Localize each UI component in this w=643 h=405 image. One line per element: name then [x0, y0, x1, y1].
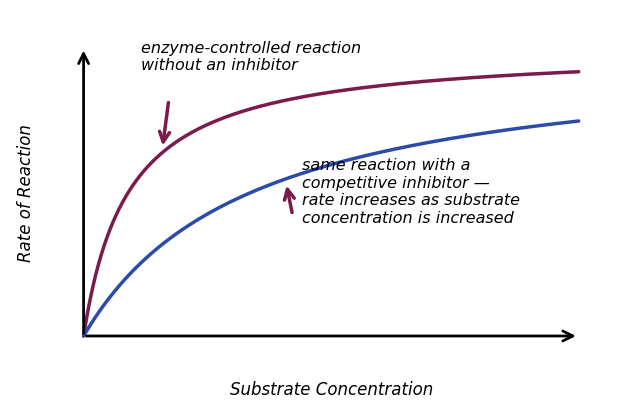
Text: same reaction with a
competitive inhibitor —
rate increases as substrate
concent: same reaction with a competitive inhibit… [302, 158, 520, 225]
Text: Substrate Concentration: Substrate Concentration [230, 380, 433, 398]
Text: Rate of Reaction: Rate of Reaction [17, 124, 35, 261]
Text: enzyme-controlled reaction
without an inhibitor: enzyme-controlled reaction without an in… [141, 40, 361, 73]
